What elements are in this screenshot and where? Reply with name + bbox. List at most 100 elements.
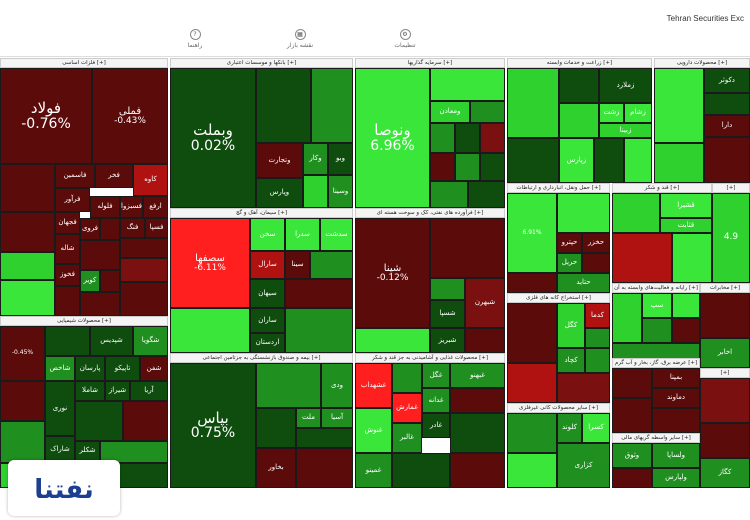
stock-tile[interactable]: شیراز: [105, 381, 130, 401]
stock-tile[interactable]: [612, 293, 642, 343]
stock-tile[interactable]: [123, 401, 168, 441]
stock-tile[interactable]: وسینا: [328, 175, 353, 208]
stock-tile[interactable]: [612, 368, 652, 398]
stock-tile[interactable]: زپارس: [559, 138, 594, 183]
stock-tile[interactable]: غادر: [422, 413, 450, 438]
stock-tile[interactable]: وپارس: [256, 178, 303, 208]
stock-tile[interactable]: شاخص: [45, 356, 75, 381]
sector-header[interactable]: استخراج کانه های فلزی [+]: [507, 293, 610, 303]
stock-tile[interactable]: -0.45%: [0, 326, 45, 381]
stock-tile[interactable]: [585, 328, 610, 348]
stock-tile[interactable]: دکوثر: [704, 68, 750, 93]
sector-header[interactable]: سرمایه گذاریها [+]: [355, 58, 505, 68]
stock-tile[interactable]: غمارش: [392, 393, 422, 423]
stock-tile[interactable]: [507, 68, 559, 138]
stock-tile[interactable]: شپدیس: [90, 326, 133, 356]
stock-tile[interactable]: [0, 252, 55, 280]
stock-tile[interactable]: [585, 348, 610, 373]
sector-header[interactable]: زراعت و خدمات وابسته [+]: [507, 58, 652, 68]
stock-tile[interactable]: ملت: [296, 408, 321, 428]
stock-tile[interactable]: بخاور: [256, 448, 296, 488]
stock-tile[interactable]: [704, 137, 750, 183]
stock-tile[interactable]: کزاری: [557, 443, 610, 488]
stock-tile[interactable]: [310, 251, 353, 279]
stock-tile[interactable]: شاله: [55, 234, 80, 264]
stock-tile[interactable]: فخر: [95, 164, 133, 188]
stock-tile[interactable]: غدانه: [422, 388, 450, 413]
stock-tile[interactable]: سدشت: [320, 218, 353, 251]
stock-tile[interactable]: [582, 253, 610, 273]
stock-tile[interactable]: زشت: [599, 103, 624, 123]
sector-header[interactable]: سیمان، آهک و گچ [+]: [170, 208, 353, 218]
stock-tile[interactable]: فنگ: [120, 218, 145, 238]
stock-tile[interactable]: [480, 153, 505, 181]
sector-header[interactable]: حمل ونقل، انبارداری و ارتباطات [+]: [507, 183, 610, 193]
stock-tile[interactable]: [100, 441, 168, 463]
stock-tile[interactable]: فملی -0.43%: [92, 68, 168, 164]
stock-tile[interactable]: کویر: [80, 270, 100, 292]
stock-tile[interactable]: [75, 401, 123, 441]
stock-tile[interactable]: [700, 378, 750, 423]
stock-tile[interactable]: [0, 212, 55, 252]
stock-tile[interactable]: سارال: [250, 251, 285, 279]
stock-tile[interactable]: [507, 453, 557, 488]
stock-tile[interactable]: [624, 138, 652, 183]
stock-tile[interactable]: قشیرا: [660, 193, 712, 218]
stock-tile[interactable]: [455, 123, 480, 153]
stock-tile[interactable]: [430, 123, 455, 153]
stock-tile[interactable]: کاوه: [133, 164, 168, 196]
stock-tile[interactable]: فاسمین: [55, 164, 95, 188]
stock-tile[interactable]: نوری: [45, 381, 75, 436]
stock-tile[interactable]: وکار: [303, 143, 328, 175]
sector-header[interactable]: [+]: [712, 183, 750, 193]
stock-tile[interactable]: شکلر: [75, 441, 100, 461]
stock-tile[interactable]: [256, 363, 321, 408]
stock-tile[interactable]: کلوند: [557, 413, 582, 443]
stock-tile[interactable]: شبهرن: [465, 278, 505, 328]
sector-header[interactable]: فرآورده های نفتی، کک و سوخت هسته ای [+]: [355, 208, 505, 218]
toolbar-item-0[interactable]: ? راهنما: [170, 29, 220, 49]
stock-tile[interactable]: [450, 413, 505, 453]
stock-tile[interactable]: [430, 181, 468, 208]
stock-tile[interactable]: ونوصا 6.96%: [355, 68, 430, 208]
stock-tile[interactable]: [355, 328, 430, 353]
stock-tile[interactable]: [455, 153, 480, 181]
stock-tile[interactable]: بپاس 0.75%: [170, 363, 256, 488]
stock-tile[interactable]: کگاز: [700, 458, 750, 488]
stock-tile[interactable]: [100, 270, 120, 292]
stock-tile[interactable]: [465, 328, 505, 353]
stock-tile[interactable]: ومعادن: [430, 101, 470, 123]
stock-tile[interactable]: [654, 143, 704, 183]
stock-tile[interactable]: ساران: [250, 308, 285, 333]
stock-tile[interactable]: سصفها -6.11%: [170, 218, 250, 308]
stock-tile[interactable]: [557, 373, 610, 403]
stock-tile[interactable]: شگویا: [133, 326, 168, 356]
sector-header[interactable]: محصولات شیمیایی [+]: [0, 316, 168, 326]
stock-tile[interactable]: [430, 153, 455, 181]
stock-tile[interactable]: زملارد: [599, 68, 652, 103]
stock-tile[interactable]: غگل: [422, 363, 450, 388]
stock-tile[interactable]: [700, 423, 750, 458]
sector-header[interactable]: عرضه برق، گاز، بخار و آب گرم [+]: [612, 358, 700, 368]
stock-tile[interactable]: [450, 388, 505, 413]
stock-tile[interactable]: [507, 138, 559, 183]
stock-tile[interactable]: حخزر: [582, 233, 610, 253]
stock-tile[interactable]: شاراک: [45, 436, 75, 463]
stock-tile[interactable]: شفن: [140, 356, 168, 381]
stock-tile[interactable]: [296, 448, 353, 488]
stock-tile[interactable]: ولپارس: [652, 468, 700, 488]
sector-header[interactable]: بیمه و صندوق بازنشستگی به جزتامین اجتماع…: [170, 353, 353, 363]
stock-tile[interactable]: [170, 308, 250, 353]
stock-tile[interactable]: کدما: [585, 303, 610, 328]
stock-tile[interactable]: 4.9: [712, 193, 750, 283]
stock-tile[interactable]: اخابر: [700, 338, 750, 368]
stock-tile[interactable]: شاملا: [75, 381, 105, 401]
stock-tile[interactable]: آسیا: [321, 408, 353, 428]
stock-tile[interactable]: وتجارت: [256, 143, 303, 178]
sector-header[interactable]: [+]: [700, 368, 750, 378]
stock-tile[interactable]: [612, 233, 672, 283]
stock-tile[interactable]: غمینو: [355, 453, 392, 488]
stock-tile[interactable]: فخوز: [55, 264, 80, 286]
stock-tile[interactable]: دماوند: [652, 388, 700, 408]
stock-tile[interactable]: غشهداب: [355, 363, 392, 408]
